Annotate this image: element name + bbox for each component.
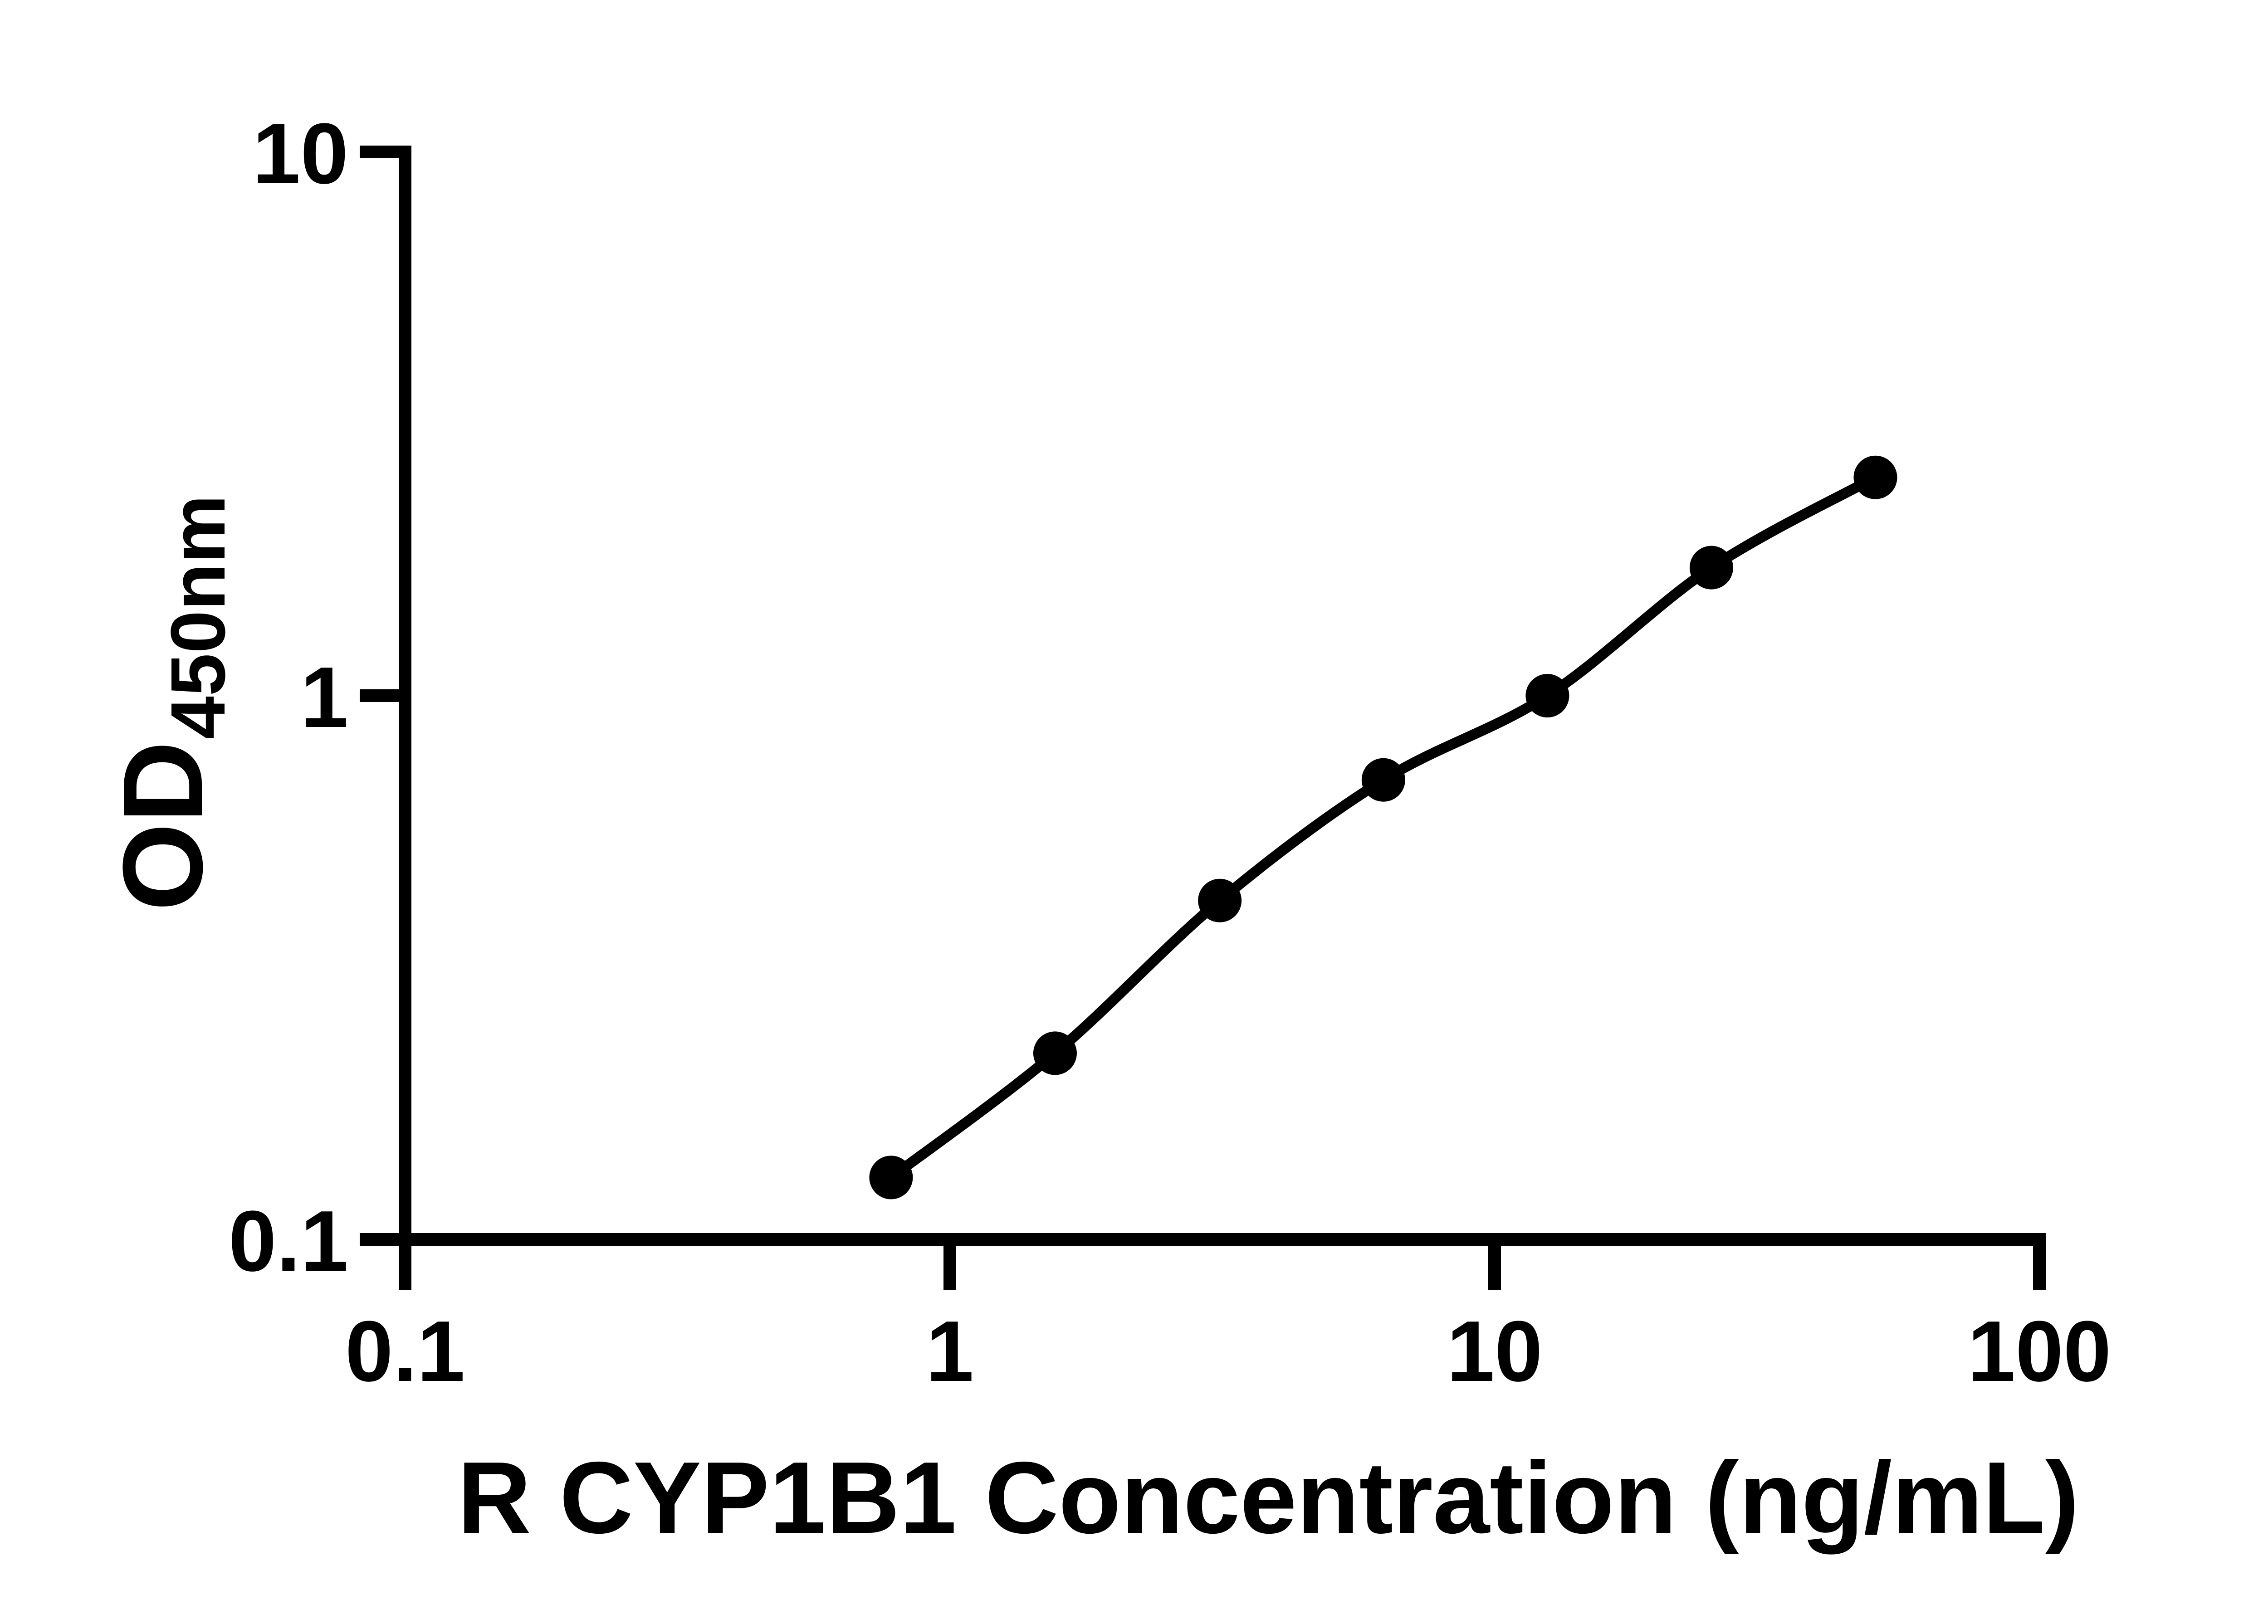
x-axis-ticks bbox=[399, 1239, 2046, 1290]
data-point bbox=[1689, 546, 1733, 590]
y-axis-title: OD 450nm bbox=[99, 495, 241, 911]
y-axis-ticks bbox=[360, 146, 405, 1246]
data-point bbox=[1853, 455, 1897, 499]
x-tick-label: 10 bbox=[1447, 1303, 1542, 1400]
data-point bbox=[1033, 1031, 1077, 1075]
y-tick-label: 1 bbox=[300, 649, 348, 746]
y-axis-tick-labels: 0.1 1 10 bbox=[229, 106, 348, 1289]
data-point bbox=[1198, 878, 1242, 922]
x-axis-title: R CYP1B1 Concentration (ng/mL) bbox=[457, 1440, 2079, 1555]
x-tick-label: 100 bbox=[1967, 1303, 2111, 1400]
fit-line bbox=[888, 473, 1878, 1182]
y-tick-label: 10 bbox=[253, 106, 348, 202]
data-point bbox=[869, 1156, 913, 1200]
y-axis-title-subscript: 450nm bbox=[155, 495, 241, 739]
x-axis-tick-labels: 0.1 1 10 100 bbox=[345, 1303, 2112, 1400]
y-axis-title-main: OD bbox=[99, 741, 226, 911]
y-tick-label: 0.1 bbox=[229, 1193, 348, 1289]
x-tick-label: 0.1 bbox=[345, 1303, 465, 1400]
data-point bbox=[1361, 758, 1405, 802]
data-point bbox=[1525, 674, 1569, 717]
data-points bbox=[869, 455, 1897, 1200]
x-tick-label: 1 bbox=[926, 1303, 974, 1400]
